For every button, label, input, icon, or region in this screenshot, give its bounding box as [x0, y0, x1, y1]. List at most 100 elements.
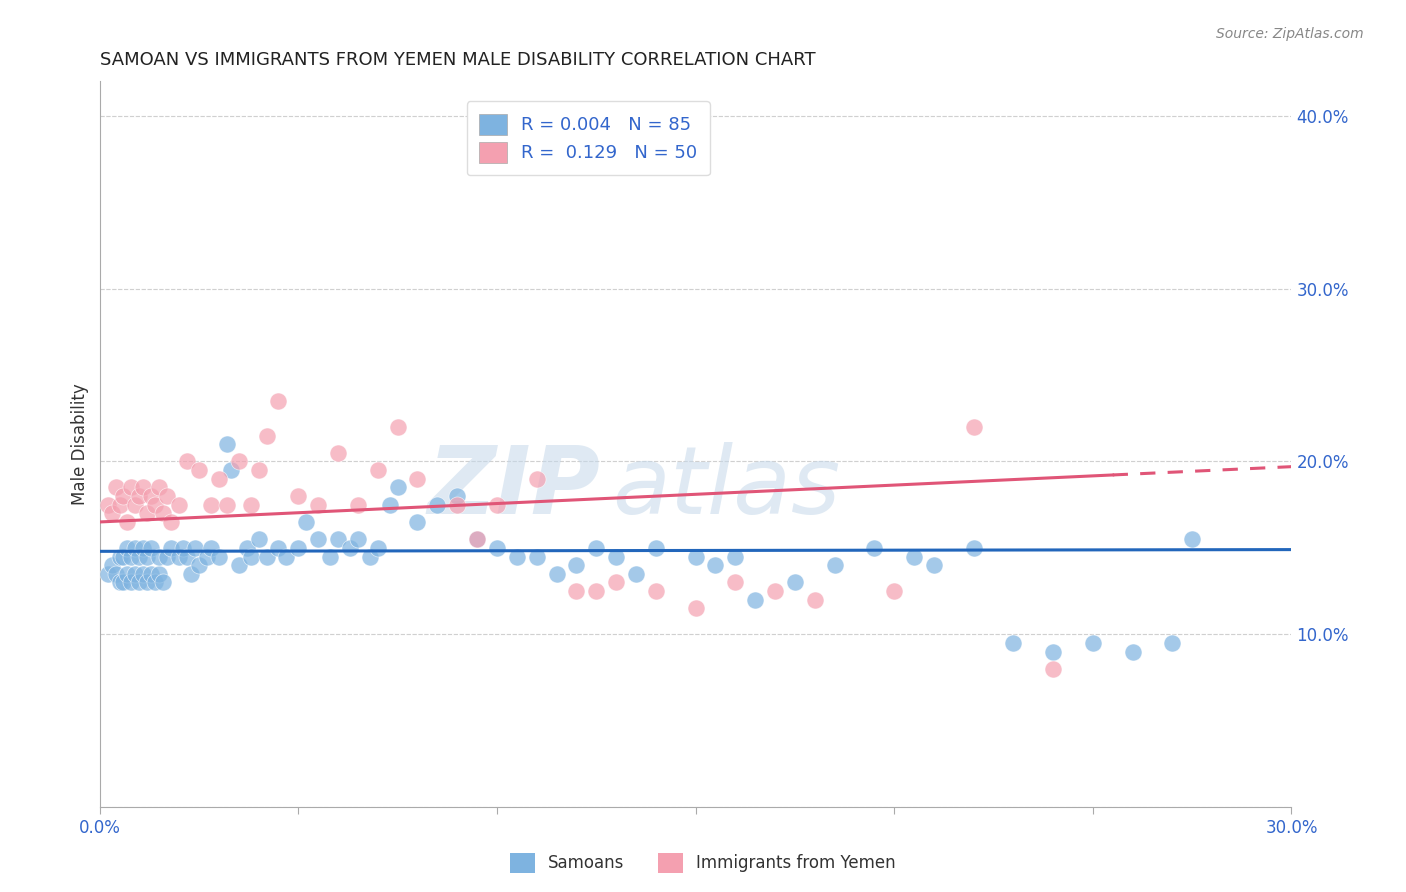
- Point: [685, 601, 707, 615]
- Point: [108, 498, 131, 512]
- Point: [120, 549, 142, 564]
- Point: [744, 592, 766, 607]
- Point: [387, 420, 409, 434]
- Point: [100, 506, 122, 520]
- Point: [1002, 636, 1025, 650]
- Point: [565, 584, 588, 599]
- Point: [1122, 644, 1144, 658]
- Point: [1042, 662, 1064, 676]
- Point: [100, 558, 122, 573]
- Point: [883, 584, 905, 599]
- Point: [526, 549, 548, 564]
- Point: [803, 592, 825, 607]
- Point: [406, 515, 429, 529]
- Point: [176, 549, 198, 564]
- Point: [863, 541, 886, 555]
- Point: [112, 575, 135, 590]
- Point: [724, 575, 747, 590]
- Text: Source: ZipAtlas.com: Source: ZipAtlas.com: [1216, 27, 1364, 41]
- Point: [287, 541, 309, 555]
- Point: [136, 506, 159, 520]
- Point: [239, 549, 262, 564]
- Point: [132, 480, 155, 494]
- Point: [219, 463, 242, 477]
- Point: [465, 533, 488, 547]
- Point: [200, 498, 222, 512]
- Point: [526, 472, 548, 486]
- Point: [339, 541, 361, 555]
- Point: [347, 533, 370, 547]
- Point: [256, 428, 278, 442]
- Y-axis label: Male Disability: Male Disability: [72, 384, 89, 505]
- Point: [188, 463, 211, 477]
- Point: [143, 575, 166, 590]
- Point: [307, 498, 329, 512]
- Point: [141, 489, 163, 503]
- Point: [152, 575, 174, 590]
- Point: [180, 566, 202, 581]
- Point: [104, 480, 127, 494]
- Point: [644, 541, 666, 555]
- Point: [143, 498, 166, 512]
- Point: [685, 549, 707, 564]
- Point: [446, 498, 468, 512]
- Point: [117, 541, 139, 555]
- Legend: R = 0.004   N = 85, R =  0.129   N = 50: R = 0.004 N = 85, R = 0.129 N = 50: [467, 102, 710, 176]
- Point: [176, 454, 198, 468]
- Point: [167, 549, 190, 564]
- Point: [1081, 636, 1104, 650]
- Point: [148, 549, 170, 564]
- Point: [387, 480, 409, 494]
- Point: [136, 575, 159, 590]
- Point: [295, 515, 318, 529]
- Point: [112, 489, 135, 503]
- Point: [624, 566, 647, 581]
- Point: [359, 549, 381, 564]
- Point: [319, 549, 342, 564]
- Point: [465, 533, 488, 547]
- Point: [152, 506, 174, 520]
- Point: [128, 575, 150, 590]
- Point: [215, 498, 238, 512]
- Point: [704, 558, 727, 573]
- Point: [1181, 533, 1204, 547]
- Point: [267, 541, 290, 555]
- Point: [247, 533, 270, 547]
- Point: [156, 489, 179, 503]
- Point: [235, 541, 257, 555]
- Point: [367, 541, 389, 555]
- Point: [1042, 644, 1064, 658]
- Point: [136, 549, 159, 564]
- Point: [326, 533, 349, 547]
- Point: [239, 498, 262, 512]
- Point: [167, 498, 190, 512]
- Point: [97, 566, 120, 581]
- Point: [426, 498, 449, 512]
- Point: [347, 498, 370, 512]
- Point: [724, 549, 747, 564]
- Point: [307, 533, 329, 547]
- Point: [565, 558, 588, 573]
- Point: [117, 515, 139, 529]
- Point: [124, 498, 146, 512]
- Point: [485, 541, 508, 555]
- Point: [605, 549, 627, 564]
- Point: [141, 566, 163, 581]
- Point: [200, 541, 222, 555]
- Point: [184, 541, 207, 555]
- Point: [132, 566, 155, 581]
- Point: [215, 437, 238, 451]
- Point: [208, 549, 231, 564]
- Point: [108, 549, 131, 564]
- Point: [267, 394, 290, 409]
- Point: [188, 558, 211, 573]
- Point: [276, 549, 298, 564]
- Point: [546, 566, 568, 581]
- Point: [783, 575, 806, 590]
- Point: [132, 541, 155, 555]
- Point: [228, 454, 250, 468]
- Point: [406, 472, 429, 486]
- Point: [1161, 636, 1184, 650]
- Point: [120, 575, 142, 590]
- Point: [120, 480, 142, 494]
